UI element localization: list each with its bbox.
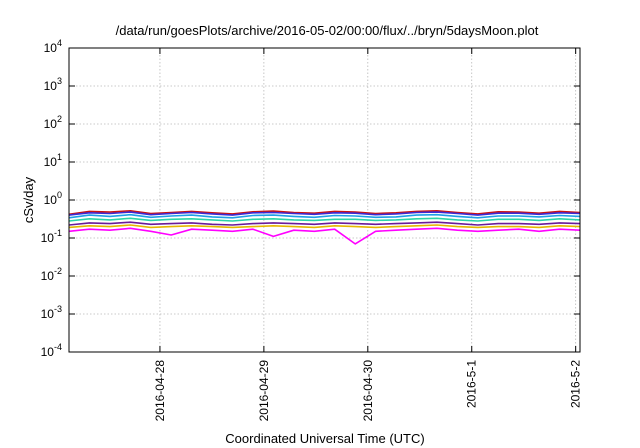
series-line [68, 227, 581, 245]
y-tick-base: 10 [44, 117, 58, 131]
series-line [68, 210, 581, 216]
series-line [68, 213, 581, 219]
y-tick-base: 10 [44, 193, 58, 207]
y-tick-label: 102 [44, 114, 62, 131]
axis-ticks: 10410310210110010-110-210-310-42016-04-2… [41, 38, 583, 421]
y-tick-label: 104 [44, 38, 62, 55]
y-tick-exponent: 0 [57, 190, 62, 200]
y-tick-base: 10 [44, 79, 58, 93]
x-tick-label: 2016-04-28 [153, 360, 167, 422]
y-tick-base: 10 [41, 269, 55, 283]
series-line [68, 224, 581, 229]
y-tick-base: 10 [44, 155, 58, 169]
x-tick-label: 2016-5-1 [465, 360, 479, 408]
series-line [68, 211, 581, 216]
y-axis-label: cSv/day [21, 176, 36, 223]
series-lines [68, 210, 581, 245]
x-tick-label: 2016-04-30 [361, 360, 375, 422]
y-tick-base: 10 [41, 231, 55, 245]
y-tick-label: 10-4 [41, 342, 62, 359]
x-tick-label: 2016-5-2 [569, 360, 583, 408]
y-tick-label: 101 [44, 152, 62, 169]
y-tick-label: 10-2 [41, 266, 62, 283]
x-axis-label: Coordinated Universal Time (UTC) [225, 431, 424, 446]
series-line [68, 217, 581, 222]
x-tick-label: 2016-04-29 [257, 360, 271, 422]
series-line [68, 221, 581, 226]
y-tick-base: 10 [41, 307, 55, 321]
y-tick-label: 10-3 [41, 304, 62, 321]
y-tick-exponent: 1 [57, 152, 62, 162]
y-tick-exponent: 2 [57, 114, 62, 124]
chart-title: /data/run/goesPlots/archive/2016-05-02/0… [116, 23, 539, 38]
y-tick-base: 10 [41, 345, 55, 359]
y-tick-label: 100 [44, 190, 62, 207]
y-tick-exponent: 4 [57, 38, 62, 48]
y-tick-base: 10 [44, 41, 58, 55]
y-tick-exponent: -4 [54, 342, 62, 352]
grid-lines [69, 47, 580, 353]
y-tick-exponent: -3 [54, 304, 62, 314]
y-tick-exponent: -1 [54, 228, 62, 238]
y-tick-label: 10-1 [41, 228, 62, 245]
y-tick-exponent: 3 [57, 76, 62, 86]
y-tick-label: 103 [44, 76, 62, 93]
y-tick-exponent: -2 [54, 266, 62, 276]
